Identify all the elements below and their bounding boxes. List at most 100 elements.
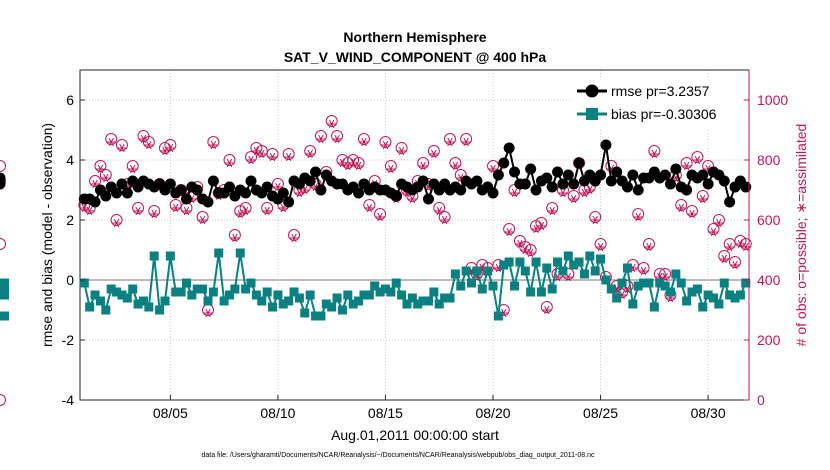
rmse-point — [552, 166, 564, 178]
obs-possible-point — [675, 199, 688, 211]
bias-point — [526, 287, 536, 297]
obs-possible-point — [223, 154, 236, 166]
obs-assimilated-point — [585, 185, 595, 195]
obs-assimilated-point — [676, 203, 686, 213]
rmse-point — [422, 193, 434, 205]
legend-rmse-label: rmse pr=3.2357 — [611, 83, 710, 99]
bias-point — [225, 290, 235, 300]
bias-point — [423, 296, 433, 306]
bias-point — [402, 299, 412, 309]
rmse-point — [509, 166, 521, 178]
bias-point — [262, 287, 272, 297]
bias-point — [106, 284, 116, 294]
bias-point — [596, 254, 606, 264]
bias-point — [520, 266, 530, 276]
obs-possible-point — [89, 175, 102, 187]
y-right-tick-label: 200 — [757, 332, 781, 348]
bias-point — [198, 284, 208, 294]
bias-point — [343, 290, 353, 300]
obs-assimilated-point — [515, 239, 525, 249]
bias-point — [612, 293, 622, 303]
obs-possible-point — [427, 145, 440, 157]
obs-assimilated-point — [407, 194, 417, 204]
legend-bias-marker — [586, 108, 598, 120]
bias-point — [601, 275, 611, 285]
obs-possible-point — [363, 199, 376, 211]
obs-possible-point — [637, 262, 650, 274]
obs-possible-point — [503, 223, 516, 235]
bias-point — [682, 296, 692, 306]
bias-point — [730, 293, 740, 303]
bias-point — [655, 278, 665, 288]
obs-assimilated-point — [375, 212, 385, 222]
obs-assimilated-point — [536, 221, 546, 231]
obs-assimilated-point — [165, 143, 175, 153]
rmse-point — [175, 184, 187, 196]
obs-possible-point — [94, 160, 107, 172]
rmse-point — [455, 184, 467, 196]
bias-point — [585, 251, 595, 261]
bias-point — [639, 278, 649, 288]
obs-possible-point — [712, 214, 725, 226]
rmse-point — [191, 184, 203, 196]
bias-point — [241, 284, 251, 294]
obs-assimilated-point — [133, 206, 143, 216]
obs-possible-point — [110, 214, 123, 226]
rmse-point — [353, 187, 365, 199]
bias-point — [709, 293, 719, 303]
obs-assimilated-point — [128, 164, 138, 174]
obs-possible-point — [642, 238, 655, 250]
x-axis-label: Aug.01,2011 00:00:00 start — [331, 427, 499, 443]
bias-point — [117, 290, 127, 300]
y-axis-label: rmse and bias (model - observation) — [39, 123, 55, 347]
rmse-point — [595, 169, 607, 181]
obs-assimilated-point — [547, 206, 557, 216]
obs-possible-point — [132, 202, 145, 214]
bias-point — [359, 290, 369, 300]
rmse-point — [632, 184, 644, 196]
obs-assimilated-point — [257, 149, 267, 159]
bias-point — [676, 278, 686, 288]
obs-possible-point — [261, 202, 274, 214]
rmse-point — [180, 193, 192, 205]
bias-point — [235, 248, 245, 258]
rmse-point — [627, 169, 639, 181]
bias-point — [273, 290, 283, 300]
obs-assimilated-point — [305, 149, 315, 159]
bias-point — [407, 293, 417, 303]
rmse-point — [245, 175, 257, 187]
bias-point — [628, 299, 638, 309]
rmse-point — [718, 175, 730, 187]
obs-possible-point — [239, 202, 252, 214]
obs-assimilated-point — [101, 173, 111, 183]
obs-possible-point — [648, 145, 661, 157]
obs-assimilated-point — [434, 206, 444, 216]
obs-possible-point — [718, 250, 731, 262]
obs-assimilated-point — [692, 155, 702, 165]
y-tick-label: -4 — [62, 392, 75, 408]
x-tick-label: 08/10 — [260, 405, 295, 421]
obs-possible-point — [331, 130, 344, 142]
legend-rmse-marker — [585, 84, 599, 98]
bias-point — [698, 302, 708, 312]
obs-possible-point — [207, 136, 220, 148]
rmse-point — [681, 184, 693, 196]
obs-possible-point — [443, 133, 456, 145]
obs-possible-point — [304, 145, 317, 157]
obs-assimilated-point — [208, 140, 218, 150]
rmse-point — [207, 175, 219, 187]
bias-point — [289, 287, 299, 297]
obs-possible-point — [0, 238, 6, 250]
bias-point — [305, 290, 315, 300]
obs-assimilated-point — [644, 242, 654, 252]
rmse-point — [541, 172, 553, 184]
bias-point — [278, 299, 288, 309]
obs-assimilated-point — [709, 227, 719, 237]
bias-point — [472, 266, 482, 276]
rmse-point — [498, 157, 510, 169]
obs-assimilated-point — [112, 218, 122, 228]
bias-point — [413, 299, 423, 309]
bias-point — [671, 269, 681, 279]
obs-assimilated-point — [569, 194, 579, 204]
obs-assimilated-point — [332, 134, 342, 144]
